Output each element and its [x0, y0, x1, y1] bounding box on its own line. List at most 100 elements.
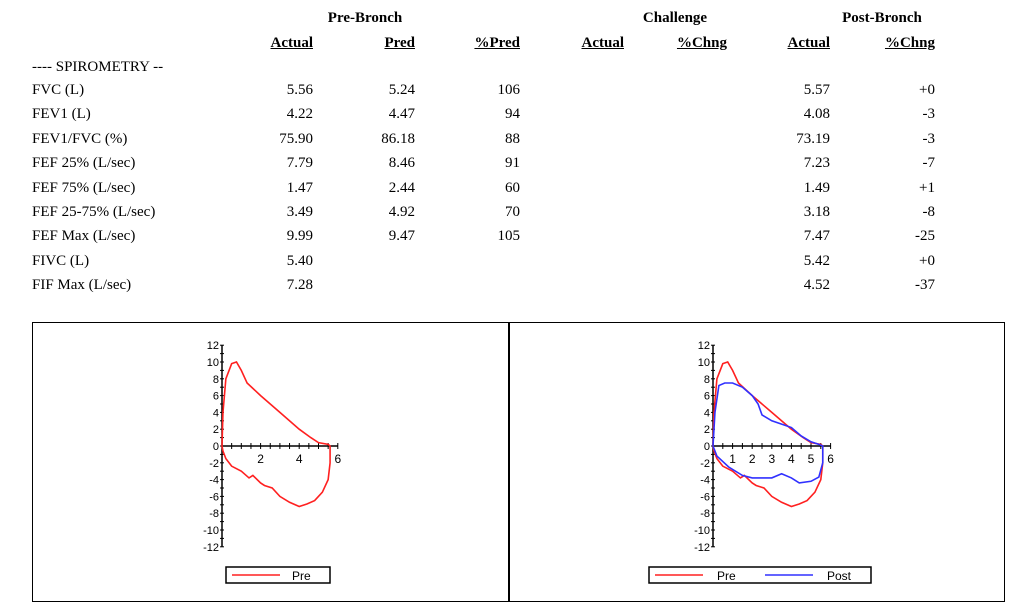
x-tick-label: 6	[334, 452, 341, 466]
row-label: FIF Max (L/sec)	[32, 277, 132, 294]
row-label: FEF 25-75% (L/sec)	[32, 204, 156, 220]
x-tick-label: 3	[768, 452, 775, 466]
y-tick-label: -4	[209, 475, 219, 487]
y-tick-label: 10	[698, 357, 710, 369]
table-cell: 9.99	[286, 228, 313, 245]
table-cell: 7.28	[286, 277, 313, 294]
column-header: Actual	[270, 35, 314, 51]
column-header: %Pred	[474, 35, 520, 51]
row-label: FEF 75% (L/sec)	[32, 179, 136, 196]
legend	[648, 566, 872, 584]
column-header: Pred	[384, 35, 415, 51]
y-tick-label: 2	[213, 424, 219, 436]
table-cell: 3.18	[803, 204, 830, 220]
y-tick-label: 4	[213, 407, 219, 419]
table-cell: -37	[915, 277, 935, 294]
table-cell: 70	[505, 204, 520, 220]
table-cell: -25	[915, 228, 935, 245]
series-line-pre	[712, 361, 824, 508]
table-cell: +1	[919, 179, 935, 196]
table-cell: 1.49	[803, 179, 830, 196]
section-label: ---- SPIROMETRY --	[32, 59, 164, 75]
y-tick-label: 12	[698, 340, 710, 352]
table-cell: 7.23	[803, 155, 830, 172]
y-tick-label: 12	[207, 340, 219, 352]
y-tick-label: 0	[213, 441, 219, 453]
y-tick-label: 10	[207, 357, 219, 369]
column-header: Actual	[787, 35, 831, 51]
x-tick-label: 4	[788, 452, 795, 466]
row-label: FEV1/FVC (%)	[32, 130, 128, 147]
legend-label: Pre	[292, 569, 311, 583]
chart-panel-pre: 12 10 8 6 4 2 0 -2 -4 -6 -8 -10 -12 2 4 6 Pre	[32, 322, 510, 602]
series-line-pre	[221, 361, 331, 508]
table-cell: 88	[505, 130, 520, 147]
row-label: FEV1 (L)	[32, 106, 91, 123]
table-cell: 4.22	[286, 106, 313, 123]
x-tick-label: 1	[729, 452, 736, 466]
y-tick-label: -10	[694, 525, 710, 537]
table-cell: 9.47	[388, 228, 415, 245]
table-cell: 5.56	[286, 82, 313, 98]
table-cell: 5.42	[803, 252, 830, 269]
table-cell: 2.44	[388, 179, 415, 196]
table-cell: 7.79	[286, 155, 313, 172]
y-tick-label: -6	[700, 491, 710, 503]
table-cell: 1.47	[286, 179, 313, 196]
x-tick-label: 4	[296, 452, 303, 466]
y-tick-label: 6	[704, 391, 710, 403]
table-cell: 75.90	[279, 130, 313, 147]
y-tick-label: -2	[209, 458, 219, 470]
y-tick-label: -12	[694, 542, 710, 554]
group-header: Challenge	[642, 10, 708, 26]
table-cell: 60	[505, 179, 520, 196]
series-line-post	[712, 382, 824, 484]
y-tick-label: 8	[213, 374, 219, 386]
y-tick-label: -4	[700, 475, 710, 487]
table-cell: 3.49	[286, 204, 313, 220]
table-cell: -8	[922, 204, 936, 220]
table-cell: -3	[922, 106, 936, 123]
table-cell: 5.40	[286, 252, 313, 269]
y-tick-label: 4	[704, 407, 710, 419]
table-cell: 94	[505, 106, 520, 123]
group-header: Pre-Bronch	[327, 10, 403, 26]
column-header: %Chng	[884, 35, 935, 51]
row-label: FIVC (L)	[32, 252, 90, 269]
y-tick-label: 0	[704, 441, 710, 453]
y-tick-label: -12	[203, 542, 219, 554]
row-label: FEF Max (L/sec)	[32, 228, 136, 245]
legend-label: Pre	[717, 569, 736, 583]
column-header: Actual	[581, 35, 625, 51]
table-cell: +0	[919, 252, 935, 269]
flow-volume-chart-pre: 12 10 8 6 4 2 0 -2 -4 -6 -8 -10 -12 2 4 6 Pre	[203, 340, 341, 584]
row-label: FVC (L)	[32, 82, 85, 98]
x-tick-label: 2	[749, 452, 756, 466]
y-tick-label: -6	[209, 491, 219, 503]
table-cell: 4.08	[803, 106, 830, 123]
y-tick-label: 8	[704, 374, 710, 386]
table-cell: 4.92	[388, 204, 415, 220]
table-cell: 4.52	[803, 277, 830, 294]
group-header: Post-Bronch	[842, 10, 922, 26]
table-cell: 4.47	[388, 106, 415, 123]
y-tick-label: -8	[209, 508, 219, 520]
y-tick-label: 2	[704, 424, 710, 436]
table-cell: 7.47	[803, 228, 830, 245]
table-cell: 5.57	[803, 82, 830, 98]
x-tick-label: 6	[827, 452, 834, 466]
table-cell: 5.24	[388, 82, 415, 98]
table-cell: 86.18	[381, 130, 415, 147]
table-cell: 91	[505, 155, 520, 172]
legend-label: Post	[827, 569, 852, 583]
x-tick-label: 5	[808, 452, 815, 466]
y-tick-label: -10	[203, 525, 219, 537]
y-tick-label: -8	[700, 508, 710, 520]
table-cell: +0	[919, 82, 935, 98]
y-tick-label: -2	[700, 458, 710, 470]
y-tick-label: 6	[213, 391, 219, 403]
table-cell: 8.46	[388, 155, 415, 172]
table-cell: -3	[922, 130, 936, 147]
table-cell: -7	[922, 155, 936, 172]
